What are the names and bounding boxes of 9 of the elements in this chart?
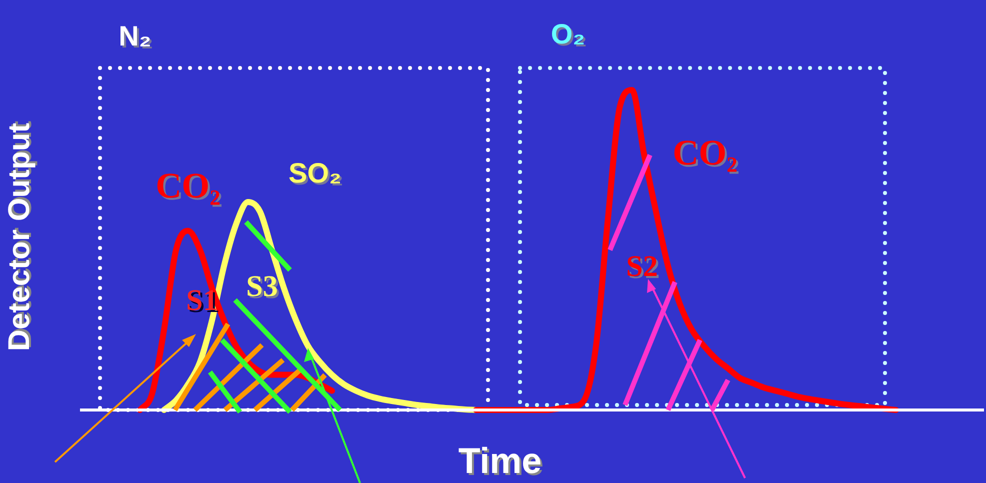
annotation: S3 [248, 272, 280, 305]
annotation: CO₂ [674, 134, 740, 174]
x-axis-title: Time [457, 440, 543, 482]
annotation: S2 [628, 252, 660, 285]
series-label: CO₂ [158, 167, 222, 208]
series-label: SO₂ [288, 158, 342, 189]
text: N₂ [120, 22, 154, 54]
text: O₂ [552, 20, 588, 52]
y-axis-title: Detector Output [3, 122, 37, 354]
